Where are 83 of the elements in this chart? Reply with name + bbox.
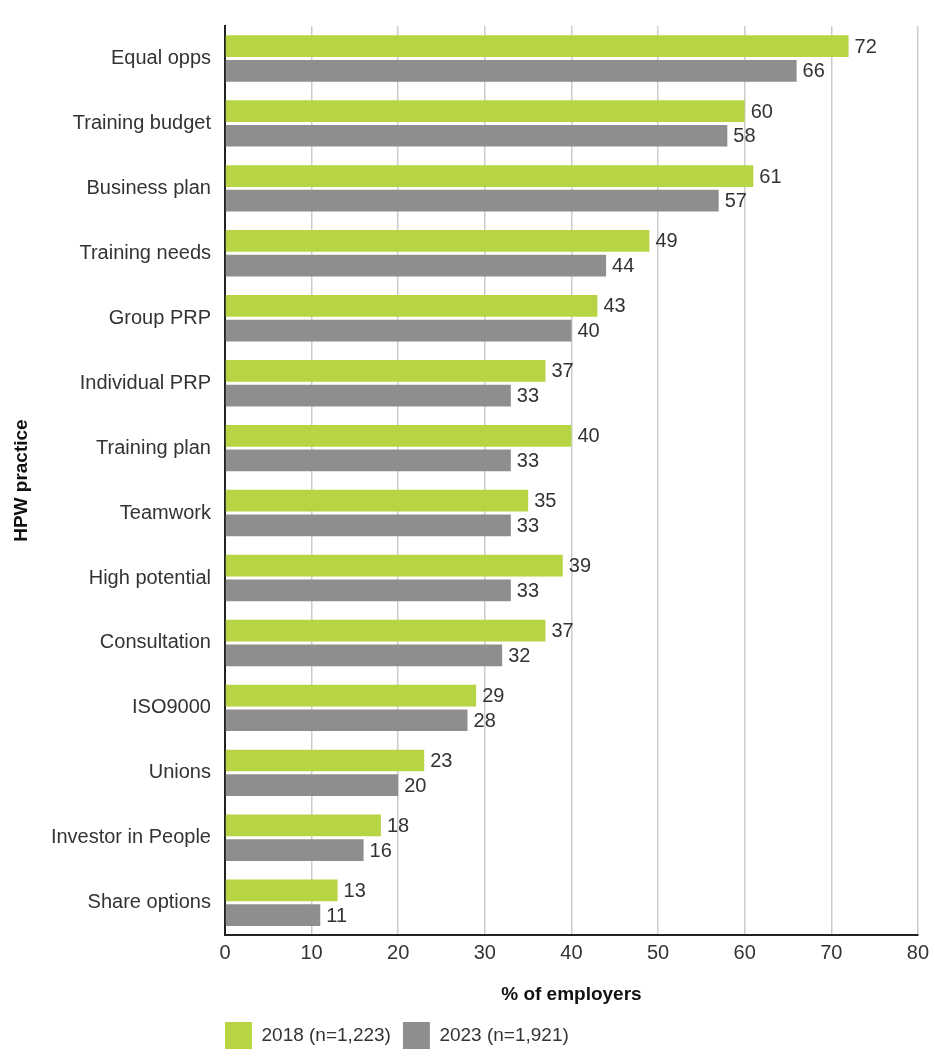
x-tick-label: 60 — [733, 940, 756, 963]
y-tick-label: Teamwork — [119, 500, 212, 523]
bar — [225, 424, 572, 447]
y-tick-label: Training budget — [72, 110, 212, 133]
data-label: 49 — [655, 229, 678, 252]
x-tick-label: 50 — [646, 940, 670, 963]
data-label: 28 — [473, 708, 496, 731]
data-label: 66 — [802, 59, 825, 82]
data-label: 39 — [568, 554, 592, 577]
data-label: 57 — [724, 189, 747, 212]
data-label: 13 — [343, 878, 366, 901]
y-tick-label: Share options — [87, 890, 211, 913]
bar — [225, 579, 511, 602]
data-label: 29 — [482, 684, 505, 707]
y-tick-label: Investor in People — [50, 825, 211, 848]
data-label: 40 — [577, 424, 600, 447]
bar — [225, 814, 381, 837]
data-label: 16 — [369, 838, 392, 861]
bar — [225, 879, 338, 902]
x-tick-label: 80 — [906, 940, 929, 963]
data-label: 61 — [759, 164, 782, 187]
bar — [225, 709, 468, 732]
bar — [225, 514, 511, 537]
data-label: 18 — [386, 813, 410, 836]
data-label: 43 — [603, 294, 626, 317]
bar — [225, 319, 572, 342]
bar — [225, 774, 399, 797]
data-label: 60 — [750, 99, 773, 122]
data-label: 37 — [551, 619, 574, 642]
bar — [225, 124, 728, 147]
data-label: 33 — [516, 448, 540, 471]
data-label: 11 — [326, 903, 348, 926]
data-label: 33 — [516, 384, 540, 407]
bar — [225, 359, 546, 382]
y-tick-label: Training plan — [96, 435, 211, 458]
y-tick-label: Consultation — [99, 630, 211, 653]
bar — [225, 384, 511, 407]
bar — [225, 749, 425, 772]
x-tick-label: 70 — [820, 940, 843, 963]
x-tick-label: 0 — [219, 940, 231, 963]
data-label: 40 — [577, 319, 600, 342]
x-tick-label: 20 — [387, 940, 410, 963]
data-label: 33 — [516, 513, 540, 536]
data-label: 35 — [534, 489, 557, 512]
bar — [225, 904, 321, 926]
bar — [225, 35, 849, 57]
y-tick-label: Individual PRP — [79, 370, 211, 393]
data-label: 20 — [404, 773, 427, 796]
y-tick-label: High potential — [88, 565, 211, 588]
x-axis-title: % of employers — [501, 982, 642, 1004]
y-tick-label: ISO9000 — [132, 695, 211, 718]
bar — [225, 839, 364, 861]
bar — [225, 230, 650, 252]
y-axis-title: HPW practice — [9, 419, 31, 542]
legend-label: 2023 (n=1,921) — [439, 1023, 569, 1045]
data-label: 32 — [508, 643, 531, 666]
data-label: 58 — [733, 124, 756, 147]
bar — [225, 684, 477, 707]
bar — [225, 619, 546, 642]
bar — [225, 554, 563, 577]
data-label: 37 — [551, 359, 574, 382]
data-label: 44 — [612, 254, 635, 277]
bar — [225, 449, 511, 472]
x-tick-label: 40 — [560, 940, 583, 963]
data-label: 72 — [854, 34, 877, 57]
y-tick-label: Group PRP — [108, 305, 211, 328]
bar — [225, 100, 745, 122]
data-label: 23 — [430, 749, 453, 772]
bar — [225, 295, 598, 317]
bar — [225, 254, 607, 277]
data-label: 33 — [516, 578, 540, 601]
bar — [225, 59, 797, 82]
legend-label: 2018 (n=1,223) — [261, 1023, 391, 1045]
x-tick-label: 10 — [300, 940, 323, 963]
y-tick-label: Equal opps — [110, 45, 211, 68]
y-tick-label: Training needs — [79, 240, 211, 263]
bar — [225, 165, 754, 187]
x-tick-label: 30 — [473, 940, 496, 963]
bar — [225, 644, 503, 667]
bar — [225, 489, 529, 512]
bar — [225, 189, 719, 212]
y-tick-label: Business plan — [86, 175, 211, 198]
y-tick-label: Unions — [148, 760, 211, 783]
